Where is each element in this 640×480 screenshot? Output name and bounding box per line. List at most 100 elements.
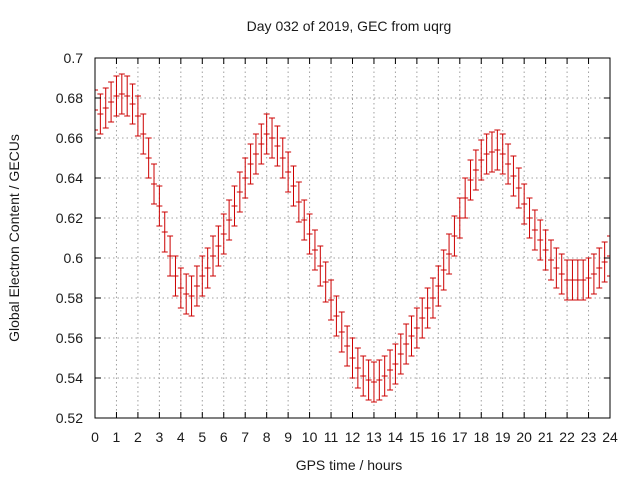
data-point <box>462 177 469 219</box>
data-point <box>381 355 388 397</box>
x-tick-label: 14 <box>388 429 404 445</box>
data-point <box>161 211 168 253</box>
data-point <box>317 245 324 287</box>
data-point <box>510 155 517 197</box>
data-point <box>236 171 243 213</box>
data-point <box>424 287 431 329</box>
x-tick-label: 10 <box>302 429 318 445</box>
data-point <box>306 213 313 255</box>
data-point <box>542 229 549 271</box>
data-point <box>521 183 528 225</box>
y-tick-label: 0.66 <box>56 130 83 146</box>
data-point <box>102 87 109 129</box>
data-point <box>564 259 571 301</box>
data-point <box>585 257 592 299</box>
data-point <box>188 275 195 317</box>
series-gec <box>94 73 611 403</box>
data-point <box>467 159 474 201</box>
data-point <box>124 75 131 117</box>
x-tick-label: 15 <box>409 429 425 445</box>
y-tick-label: 0.68 <box>56 90 83 106</box>
x-tick-label: 3 <box>155 429 163 445</box>
x-tick-label: 18 <box>473 429 489 445</box>
y-axis-label: Global Electron Content / GECUs <box>6 134 22 342</box>
data-point <box>145 137 152 179</box>
y-tick-label: 0.6 <box>64 250 84 266</box>
y-tick-label: 0.56 <box>56 330 83 346</box>
data-point <box>537 219 544 261</box>
x-tick-label: 22 <box>559 429 575 445</box>
x-tick-label: 6 <box>220 429 228 445</box>
data-point <box>494 129 501 171</box>
y-tick-label: 0.64 <box>56 170 83 186</box>
data-point <box>440 249 447 291</box>
data-point <box>590 253 597 295</box>
data-point <box>558 253 565 295</box>
x-axis-label: GPS time / hours <box>296 457 403 473</box>
data-point <box>183 273 190 315</box>
data-point <box>601 241 608 283</box>
data-point <box>413 307 420 349</box>
data-point <box>113 75 120 117</box>
data-point <box>547 239 554 281</box>
x-tick-label: 16 <box>431 429 447 445</box>
data-point <box>167 235 174 277</box>
data-point <box>231 185 238 227</box>
data-point <box>290 165 297 207</box>
data-point <box>553 247 560 289</box>
data-point <box>360 355 367 397</box>
x-tick-label: 17 <box>452 429 468 445</box>
y-tick-label: 0.52 <box>56 410 83 426</box>
data-point <box>242 157 249 199</box>
data-point <box>285 151 292 193</box>
x-tick-label: 4 <box>177 429 185 445</box>
x-tick-label: 19 <box>495 429 511 445</box>
data-point <box>574 259 581 301</box>
x-tick-label: 12 <box>345 429 361 445</box>
data-point <box>258 123 265 165</box>
data-point <box>596 247 603 289</box>
data-point <box>311 229 318 271</box>
data-point <box>274 125 281 167</box>
data-point <box>97 93 104 135</box>
y-tick-label: 0.62 <box>56 210 83 226</box>
data-point <box>199 255 206 297</box>
axis-ticks: 0.520.540.560.580.60.620.640.660.680.70 1… <box>56 50 618 445</box>
x-tick-label: 7 <box>241 429 249 445</box>
data-point <box>483 133 490 175</box>
x-tick-label: 21 <box>538 429 554 445</box>
data-point <box>456 197 463 239</box>
data-point <box>108 81 115 123</box>
x-tick-label: 9 <box>284 429 292 445</box>
data-point <box>172 255 179 297</box>
data-point <box>129 83 136 125</box>
data-point <box>140 113 147 155</box>
data-point <box>247 143 254 185</box>
data-point <box>392 343 399 385</box>
x-tick-label: 20 <box>516 429 532 445</box>
data-point <box>338 311 345 353</box>
data-point <box>446 233 453 275</box>
data-point <box>269 117 276 159</box>
data-point <box>370 361 377 403</box>
data-point <box>295 181 302 223</box>
data-point <box>569 259 576 301</box>
y-tick-label: 0.7 <box>64 50 84 66</box>
data-point <box>279 137 286 179</box>
x-tick-label: 8 <box>263 429 271 445</box>
data-point <box>488 131 495 173</box>
data-point <box>451 215 458 257</box>
data-point <box>397 333 404 375</box>
chart-title: Day 032 of 2019, GEC from uqrg <box>247 18 452 34</box>
x-tick-label: 1 <box>113 429 121 445</box>
data-point <box>344 325 351 367</box>
y-tick-label: 0.54 <box>56 370 83 386</box>
data-point <box>580 259 587 301</box>
data-point <box>210 235 217 277</box>
data-point <box>349 337 356 379</box>
data-point <box>301 199 308 241</box>
data-point <box>531 209 538 251</box>
data-point <box>429 277 436 319</box>
